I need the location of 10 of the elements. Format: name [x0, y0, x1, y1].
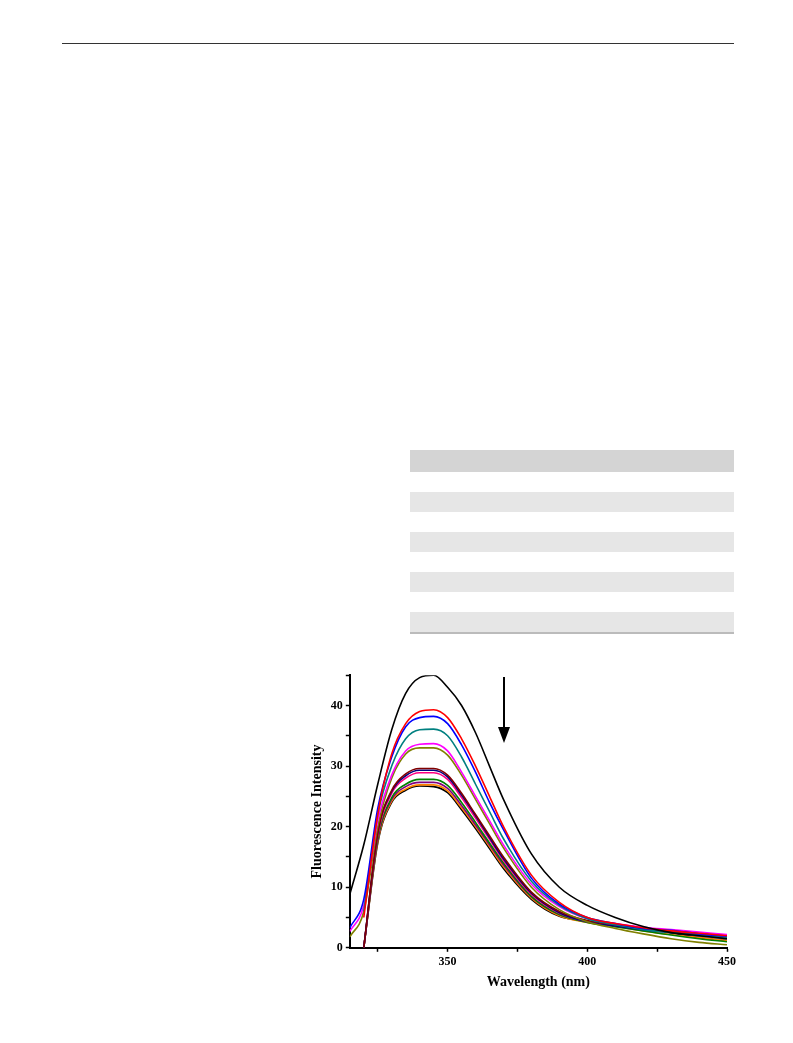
- y-tick-label: 20: [330, 818, 343, 833]
- x-axis-title: Wavelength (nm): [486, 974, 591, 991]
- x-tick-label: 350: [438, 954, 457, 969]
- y-tick-label: 0: [336, 939, 343, 954]
- y-tick-label: 30: [330, 758, 343, 773]
- y-axis-title: Fluorescence Intensity: [309, 744, 325, 879]
- x-tick-label: 400: [578, 954, 597, 969]
- y-tick-label: 10: [330, 879, 343, 894]
- x-tick-label: 450: [718, 954, 736, 969]
- y-tick-label: 40: [330, 697, 343, 712]
